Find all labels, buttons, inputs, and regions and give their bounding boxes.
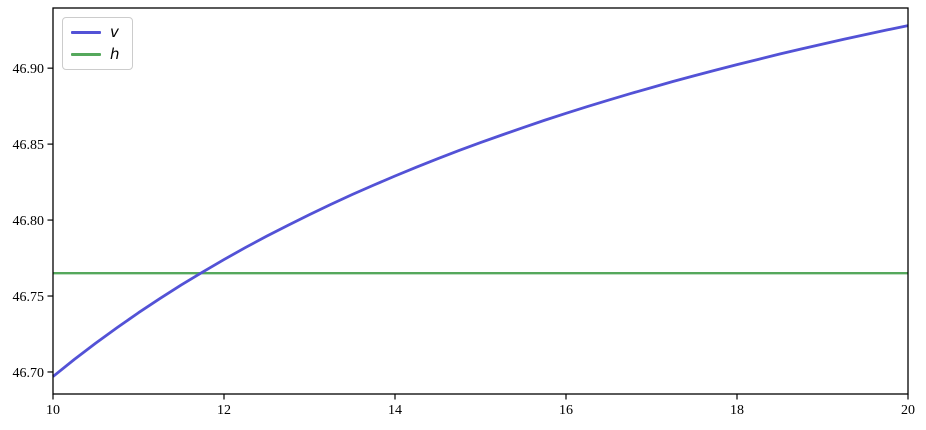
legend-swatch-h-line (71, 53, 101, 56)
x-tick-label: 20 (901, 403, 915, 418)
x-tick-label: 10 (46, 403, 60, 418)
x-tick-label: 16 (559, 403, 573, 418)
y-tick-label: 46.90 (13, 62, 45, 77)
legend-label-h: h (110, 45, 120, 63)
x-tick-label: 18 (730, 403, 744, 418)
series-v-curve (52, 24, 909, 378)
legend: v h (62, 17, 133, 70)
y-tick-label: 46.80 (13, 214, 45, 229)
plot-border (52, 7, 909, 395)
y-tick-label: 46.75 (13, 290, 45, 305)
legend-label-v: v (110, 23, 119, 41)
legend-item-v: v (71, 25, 120, 40)
legend-swatch-v-line (71, 31, 101, 34)
x-tick-label: 14 (388, 403, 402, 418)
y-tick-label: 46.70 (13, 366, 45, 381)
x-tick-label: 12 (217, 403, 231, 418)
legend-item-h: h (71, 47, 120, 62)
y-tick-label: 46.85 (13, 138, 45, 153)
